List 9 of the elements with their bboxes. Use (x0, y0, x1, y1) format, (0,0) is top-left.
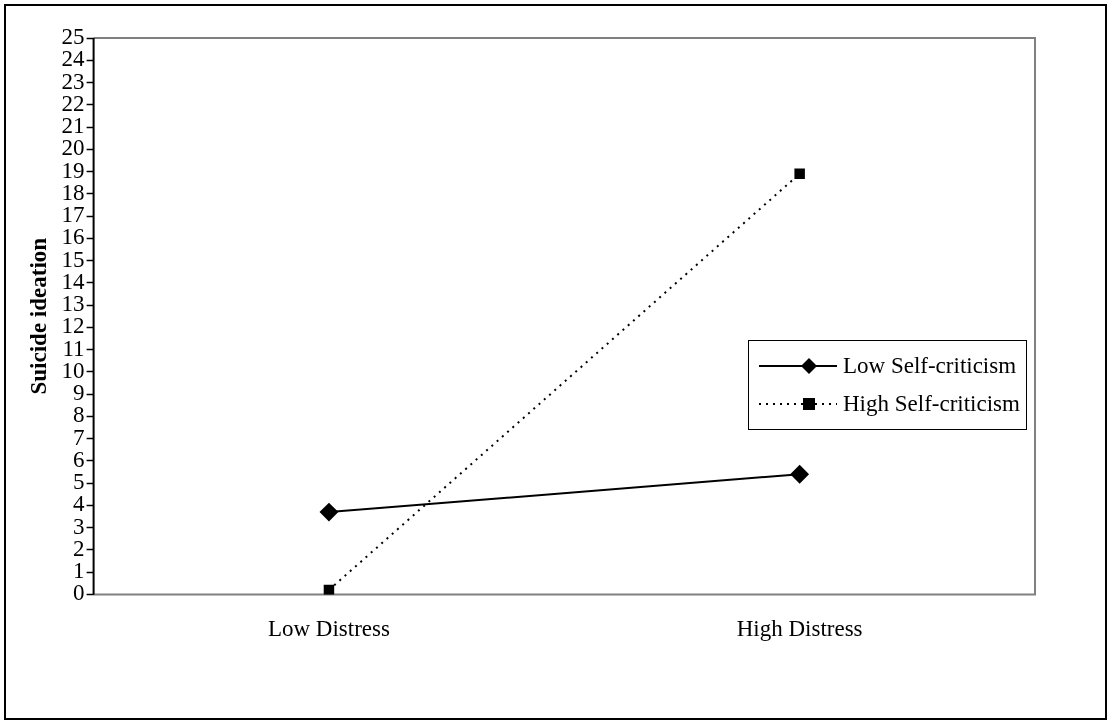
legend-label: High Self-criticism (843, 391, 1020, 417)
x-tick-label: Low Distress (267, 616, 390, 642)
point (790, 465, 809, 484)
point (794, 168, 805, 179)
x-tick-label: High Distress (736, 616, 863, 642)
point (319, 503, 338, 522)
y-axis-title: Suicide ideation (25, 237, 51, 395)
point (323, 584, 335, 595)
legend-label: Low Self-criticism (843, 353, 1017, 379)
